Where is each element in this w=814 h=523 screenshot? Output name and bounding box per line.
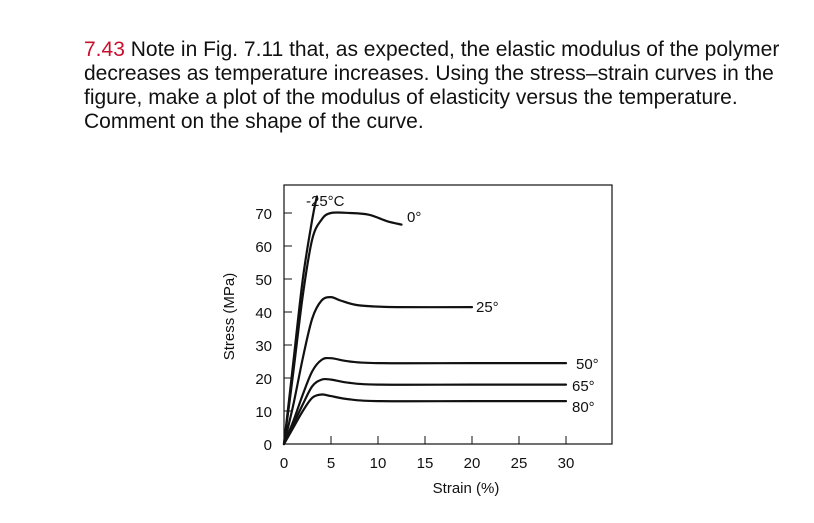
curve-6-80	[282, 393, 568, 446]
curve-label-2: 0°	[407, 209, 421, 226]
problem-statement: 7.43 Note in Fig. 7.11 that, as expected…	[84, 38, 784, 134]
x-tick-label-15: 15	[417, 455, 434, 472]
curve-label-4: 50°	[576, 356, 599, 373]
y-tick-label-70: 70	[255, 206, 272, 223]
problem-number: 7.43	[84, 38, 125, 61]
y-axis-label: Stress (MPa)	[221, 273, 238, 361]
curve-label-5: 65°	[572, 378, 595, 395]
y-tick-label-10: 10	[255, 404, 272, 421]
curve-5-65	[282, 377, 568, 446]
problem-text: Note in Fig. 7.11 that, as expected, the…	[84, 38, 780, 133]
curve-label-6: 80°	[572, 399, 595, 416]
y-tick-label-50: 50	[255, 272, 272, 289]
x-axis-label: Strain (%)	[433, 480, 500, 497]
curve-label-1: -25°C	[306, 193, 345, 210]
y-tick-label-60: 60	[255, 239, 272, 256]
y-tick-label-20: 20	[255, 371, 272, 388]
curve-3-25	[282, 295, 474, 446]
x-tick-label-5: 5	[327, 455, 335, 472]
y-tick-label-40: 40	[255, 305, 272, 322]
y-tick-label-30: 30	[255, 338, 272, 355]
x-tick-label-20: 20	[464, 455, 481, 472]
curve-label-3: 25°	[476, 299, 499, 316]
x-tick-label-30: 30	[558, 455, 575, 472]
curve-4-50	[282, 356, 568, 446]
y-tick-label-0: 0	[264, 437, 272, 454]
x-tick-label-10: 10	[370, 455, 387, 472]
x-tick-label-25: 25	[511, 455, 528, 472]
plot-frame	[283, 184, 613, 445]
curve-2-0	[282, 211, 403, 446]
x-tick-label-0: 0	[280, 455, 288, 472]
